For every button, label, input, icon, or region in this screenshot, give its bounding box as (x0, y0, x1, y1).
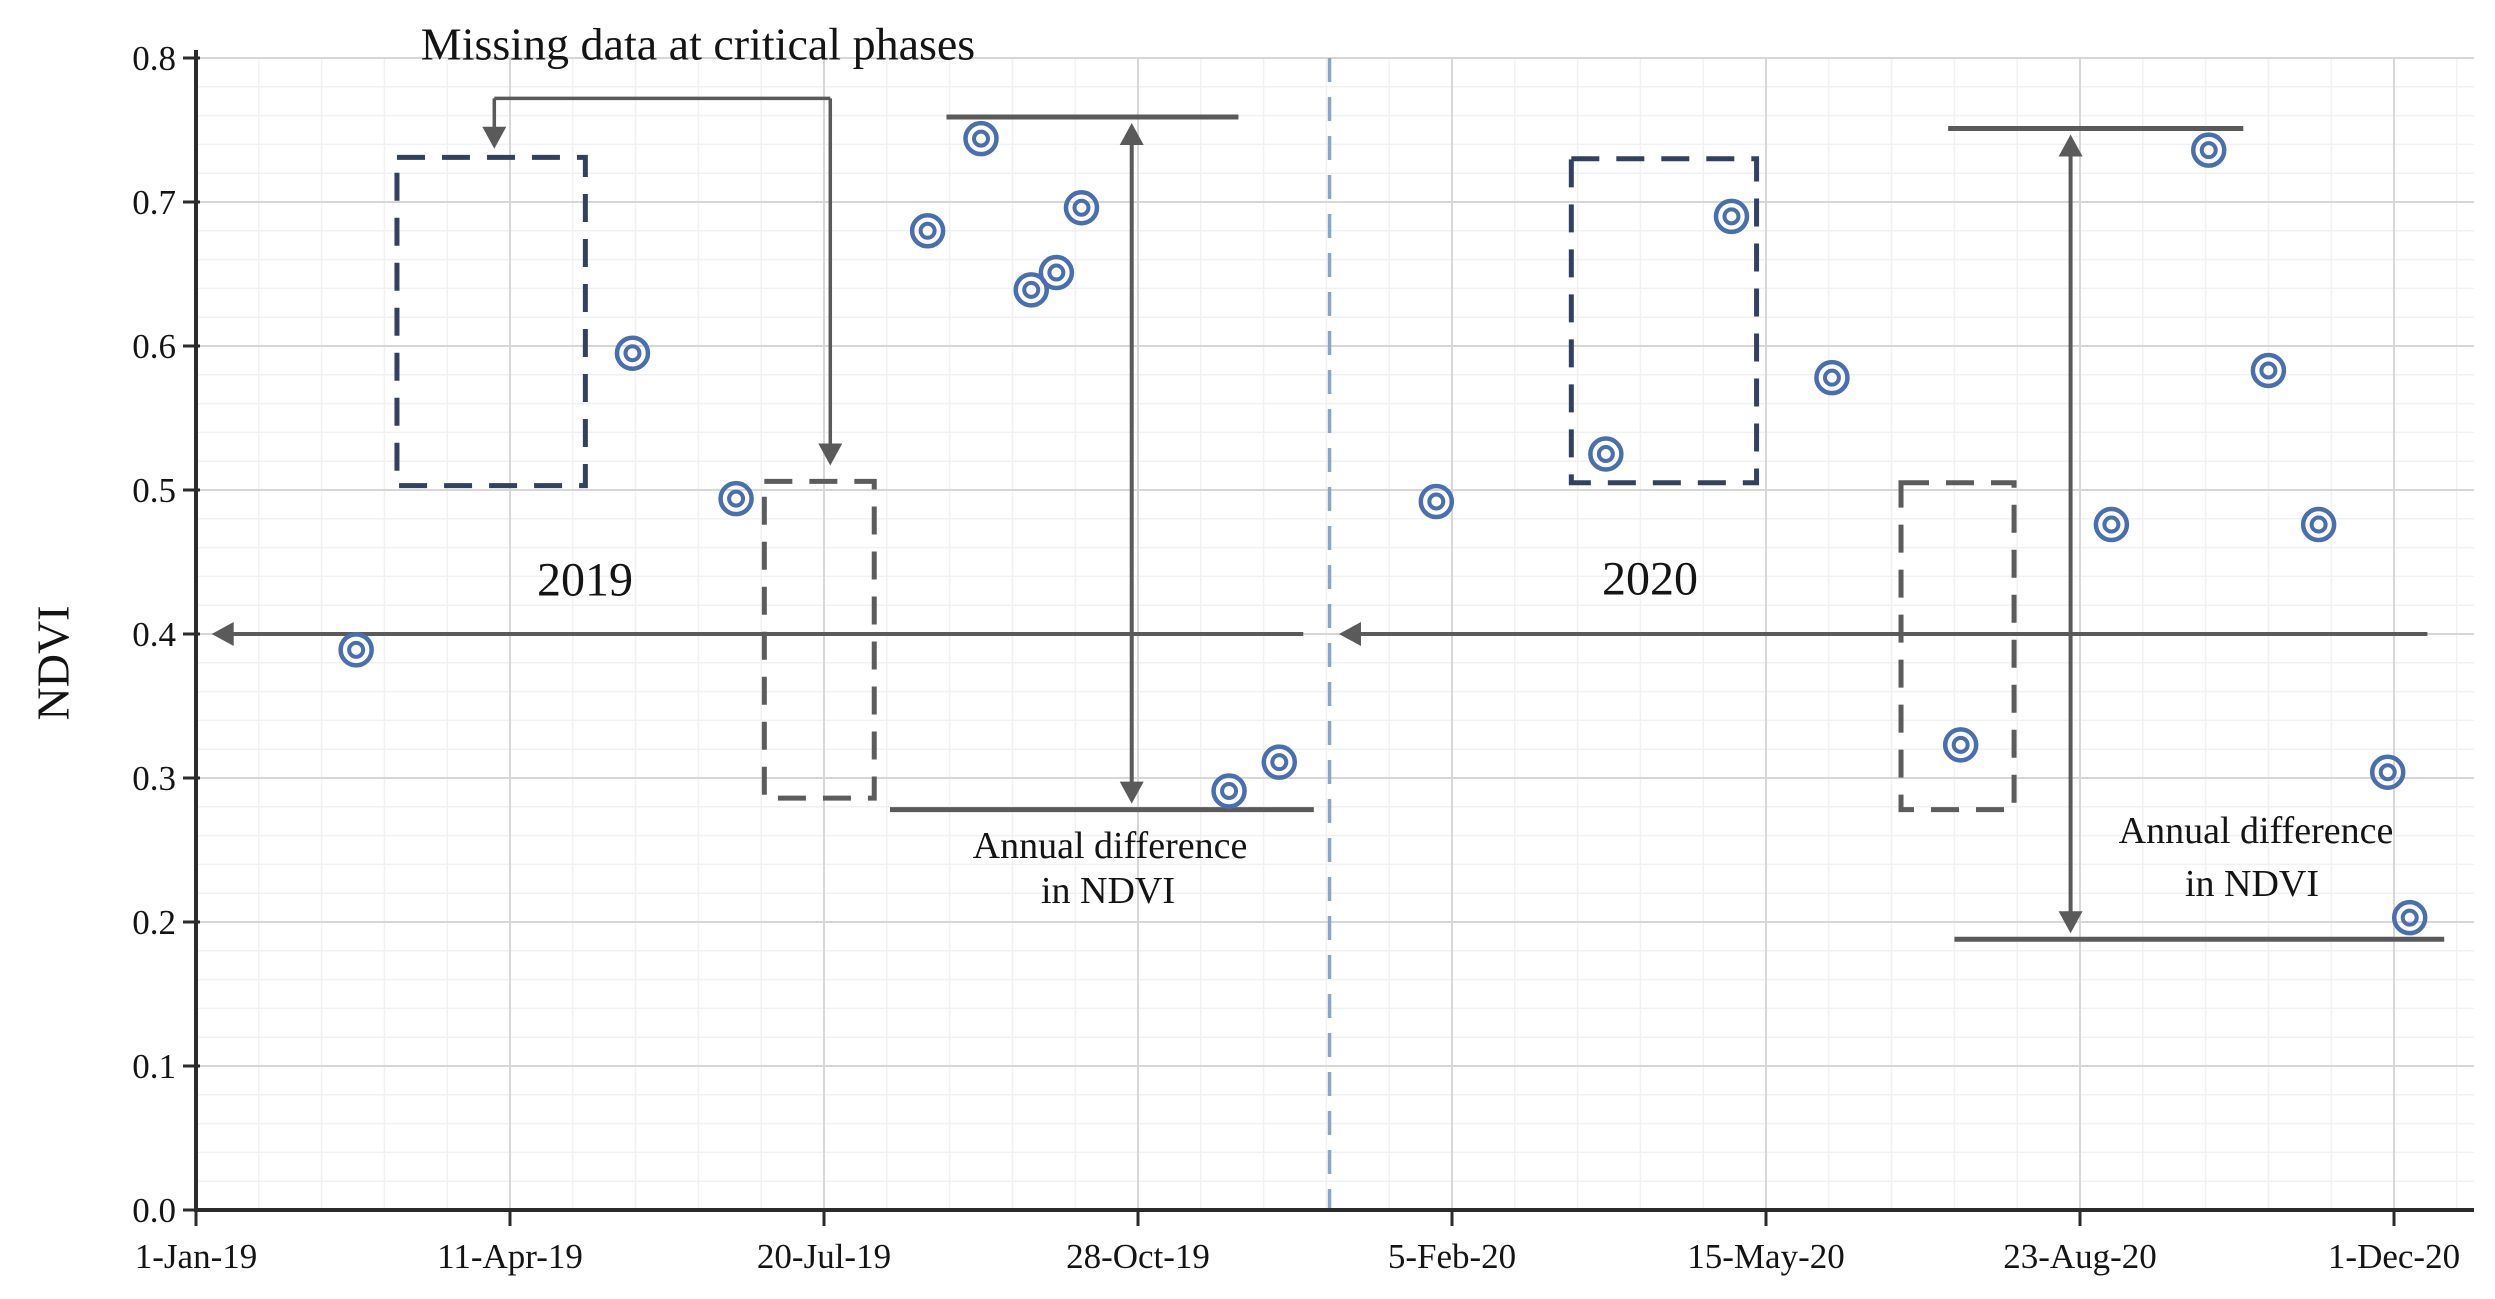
svg-text:0.2: 0.2 (132, 903, 176, 942)
svg-text:11-Apr-19: 11-Apr-19 (437, 1237, 583, 1276)
svg-text:15-May-20: 15-May-20 (1687, 1237, 1844, 1276)
data-point-marker (1261, 744, 1298, 780)
data-point-marker (2300, 506, 2337, 543)
svg-text:28-Oct-19: 28-Oct-19 (1066, 1237, 1210, 1276)
data-point-marker (1713, 198, 1750, 235)
annual-difference-label-2020-line2: in NDVI (2184, 863, 2320, 905)
annual-difference-label-2019-line2: in NDVI (1040, 870, 1176, 912)
title-connector-arrows (482, 96, 843, 466)
svg-text:23-Aug-20: 23-Aug-20 (2003, 1237, 2157, 1276)
data-point-marker (718, 480, 754, 517)
data-point-marker (1038, 254, 1075, 291)
year-span-arrows (211, 622, 2470, 646)
data-point-marker (2250, 352, 2287, 389)
data-point-marker (963, 120, 999, 157)
data-point-marker (1063, 190, 1100, 226)
svg-text:0.6: 0.6 (132, 327, 176, 366)
svg-text:0.3: 0.3 (132, 759, 176, 798)
svg-text:0.4: 0.4 (132, 615, 176, 654)
box-2019-spring (394, 154, 588, 489)
axis-tick-labels: 0.0 0.1 0.2 0.3 0.4 0.5 0.6 0.7 0.8 1-Jan-19 11-Ap… (132, 39, 2460, 1276)
data-points (338, 120, 2428, 936)
year-label-2020: 2020 (1602, 552, 1698, 606)
data-point-marker (2093, 506, 2130, 543)
data-point-marker (2369, 754, 2406, 790)
data-point-marker (338, 632, 374, 668)
axes (183, 50, 2474, 1226)
data-point-marker (614, 335, 651, 371)
box-2020-summer (1898, 480, 2017, 813)
data-point-marker (1418, 483, 1455, 520)
box-2019-summer (761, 478, 877, 801)
year-label-2019: 2019 (537, 553, 633, 607)
svg-text:0.5: 0.5 (132, 471, 176, 510)
data-point-marker (2190, 132, 2227, 168)
data-point-marker (1814, 359, 1850, 396)
annual-difference-label-2019-line1: Annual difference (972, 825, 1248, 867)
missing-data-boxes (394, 154, 2017, 813)
svg-text:0.8: 0.8 (132, 39, 176, 78)
svg-text:1-Jan-19: 1-Jan-19 (135, 1237, 257, 1276)
data-point-marker (1942, 727, 1979, 763)
data-point-marker (1013, 272, 1049, 308)
annual-difference-markers (889, 114, 2445, 942)
svg-text:0.1: 0.1 (132, 1047, 176, 1086)
data-point-marker (1588, 436, 1624, 472)
svg-text:0.0: 0.0 (132, 1191, 176, 1230)
svg-text:5-Feb-20: 5-Feb-20 (1388, 1237, 1516, 1276)
svg-text:20-Jul-19: 20-Jul-19 (757, 1237, 891, 1276)
svg-text:0.7: 0.7 (132, 183, 176, 222)
data-point-marker (2391, 899, 2428, 936)
svg-text:1-Dec-20: 1-Dec-20 (2328, 1237, 2460, 1276)
y-axis-title: NDVI (27, 605, 79, 721)
data-point-marker (1211, 773, 1247, 809)
data-point-marker (909, 213, 946, 249)
missing-data-annotation-title: Missing data at critical phases (420, 18, 976, 70)
annual-difference-label-2020-line1: Annual difference (2118, 810, 2394, 852)
box-2020-spring (1568, 156, 1760, 486)
